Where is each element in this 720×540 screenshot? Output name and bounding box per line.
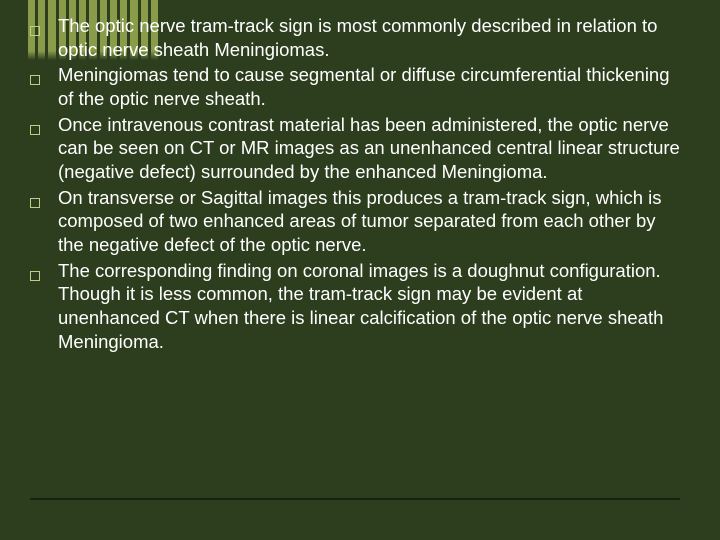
horizontal-rule — [30, 498, 680, 500]
bullet-text: Meningiomas tend to cause segmental or d… — [58, 63, 680, 110]
bullet-list: The optic nerve tram-track sign is most … — [30, 14, 680, 355]
slide-background: The optic nerve tram-track sign is most … — [0, 0, 720, 540]
bullet-square-icon — [30, 186, 58, 257]
list-item: The optic nerve tram-track sign is most … — [30, 14, 680, 61]
bullet-square-icon — [30, 113, 58, 184]
bullet-text: The corresponding finding on coronal ima… — [58, 259, 680, 354]
bullet-text: The optic nerve tram-track sign is most … — [58, 14, 680, 61]
bullet-square-icon — [30, 14, 58, 61]
bullet-text: Once intravenous contrast material has b… — [58, 113, 680, 184]
bullet-square-icon — [30, 63, 58, 110]
bullet-text: On transverse or Sagittal images this pr… — [58, 186, 680, 257]
list-item: Once intravenous contrast material has b… — [30, 113, 680, 184]
bullet-square-icon — [30, 259, 58, 354]
list-item: The corresponding finding on coronal ima… — [30, 259, 680, 354]
list-item: Meningiomas tend to cause segmental or d… — [30, 63, 680, 110]
list-item: On transverse or Sagittal images this pr… — [30, 186, 680, 257]
